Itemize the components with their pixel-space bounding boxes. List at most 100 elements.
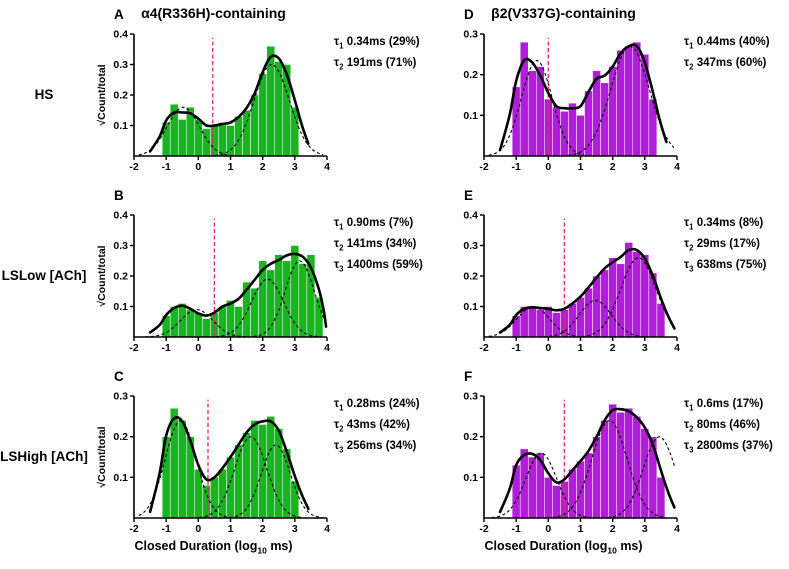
component-curve <box>215 278 320 338</box>
histogram-bar <box>169 407 179 519</box>
x-tick-label: -2 <box>129 342 138 354</box>
histogram-bar <box>584 452 593 519</box>
x-tick-label: 1 <box>578 342 584 354</box>
y-tick-label: 0.3 <box>113 59 128 71</box>
histogram-bar <box>624 45 634 157</box>
histogram-bar <box>608 66 617 157</box>
histogram-bar <box>632 416 642 519</box>
histogram-bar <box>536 309 545 338</box>
histogram-bar <box>177 420 187 519</box>
histogram-bar <box>616 263 625 338</box>
histogram-bar <box>624 242 634 338</box>
subscript: 10 <box>257 545 267 556</box>
histogram-bar <box>218 306 227 338</box>
tau-annotation: τ1 0.28ms (24%) <box>334 398 420 413</box>
x-tick-label: -1 <box>162 342 171 354</box>
tau-annotation: τ3 1400ms (59%) <box>334 258 423 274</box>
y-tick-label: 0.4 <box>463 210 478 222</box>
x-tick-label: 3 <box>292 523 298 535</box>
row-label-line: High [ACh] <box>17 448 88 464</box>
histogram-bars <box>161 45 300 157</box>
histogram-bar <box>258 73 267 157</box>
x-tick-label: 1 <box>578 523 584 535</box>
x-tick-label: 2 <box>610 161 616 173</box>
y-tick-label: 0.1 <box>463 472 478 484</box>
x-tick-label: 0 <box>545 161 551 173</box>
histogram-plot-e: 0.1 0.2 0.3 0.4 -2 -1 0 1 2 3 4 <box>463 210 680 355</box>
histogram-bar <box>568 303 577 338</box>
fit-curve <box>498 43 668 152</box>
x-tick-label: -2 <box>479 523 488 535</box>
histogram-bar <box>560 481 569 519</box>
y-tick-label: 0.3 <box>113 240 128 252</box>
y-tick-label: 0.1 <box>113 472 128 484</box>
tau-annotation: τ2 80ms (46%) <box>684 418 760 434</box>
histogram-bar <box>592 275 601 338</box>
component-curve <box>215 63 324 157</box>
x-tick-label: 0 <box>545 523 551 535</box>
histogram-bar <box>266 416 275 519</box>
y-tick-label: 0.1 <box>113 120 128 132</box>
histogram-bar <box>552 106 561 157</box>
histogram-bar <box>242 110 251 157</box>
tau-annotation: τ3 256ms (34%) <box>334 439 417 455</box>
panel-f: F 0.1 0.2 0.3 -2 -1 0 1 2 3 4 τ1 0.6ms (17%) τ2 80… <box>438 369 788 569</box>
histogram-bars <box>511 403 666 519</box>
histogram-bar <box>298 263 308 338</box>
x-tick-label: -1 <box>512 161 521 173</box>
histogram-bar <box>616 50 625 157</box>
y-tick-label: 0.2 <box>463 69 478 81</box>
histogram-bars <box>511 242 666 338</box>
tau-annotations-e: τ1 0.34ms (8%) τ2 29ms (17%) τ3 638ms (75%… <box>684 213 786 276</box>
panel-d: D 0.1 0.2 0.3 -2 -1 0 1 2 3 4 τ1 0.44ms (40%) τ2 3… <box>438 7 788 207</box>
histogram-bar <box>194 312 203 338</box>
histogram-bar <box>210 477 219 519</box>
histogram-bar <box>218 122 227 157</box>
histogram-bar <box>218 468 227 519</box>
row-label-line: HS <box>34 86 54 102</box>
x-tick-label: 4 <box>324 523 330 535</box>
panel-a: A 0.1 0.2 0.3 0.4 -2 -1 0 1 2 3 4 √Count/total τ1 0… <box>88 7 438 207</box>
histogram-bar <box>608 403 617 519</box>
histogram-bar <box>584 287 593 338</box>
histogram-bar <box>544 306 553 338</box>
histogram-bar <box>552 485 561 519</box>
histogram-bar <box>560 111 569 157</box>
column-title-alpha4: α4(R336H)-containing <box>141 5 286 21</box>
row-label-line: LS <box>0 448 18 464</box>
x-tick-label: -1 <box>512 523 521 535</box>
y-tick-label: 0.4 <box>113 210 128 222</box>
panel-letter-a: A <box>114 7 124 22</box>
x-tick-label: 3 <box>642 161 648 173</box>
histogram-bar <box>544 477 553 519</box>
y-tick-label: 0.2 <box>113 90 128 102</box>
histogram-plot-f: 0.1 0.2 0.3 -2 -1 0 1 2 3 4 <box>463 391 680 536</box>
x-tick-label: 4 <box>674 161 680 173</box>
histogram-bar <box>616 412 625 519</box>
row-label-line: LS <box>1 267 19 283</box>
histogram-bar <box>274 254 284 338</box>
x-axis-title-left: Closed Duration (log10 ms) <box>134 539 293 556</box>
y-axis-title: √Count/total <box>96 245 108 306</box>
x-tick-label: -1 <box>512 342 521 354</box>
histogram-bar <box>177 119 187 157</box>
histogram-bar <box>250 287 259 338</box>
tau-annotations-b: τ1 0.90ms (7%) τ2 141ms (34%) τ3 1400ms (5… <box>334 213 436 276</box>
component-curve <box>543 299 647 338</box>
y-tick-label: 0.3 <box>113 391 128 403</box>
row-label-hs: HS <box>0 20 88 170</box>
column-title-beta2: β2(V337G)-containing <box>491 5 636 21</box>
x-tick-label: -1 <box>162 161 171 173</box>
x-tick-label: 4 <box>674 342 680 354</box>
histogram-bar <box>527 456 537 519</box>
histogram-bar <box>282 260 292 338</box>
component-curve <box>199 436 303 519</box>
row-label-line: Low [ACh] <box>18 267 87 283</box>
x-tick-label: 4 <box>324 342 330 354</box>
histogram-bar <box>608 257 617 338</box>
y-tick-label: 0.2 <box>113 431 128 443</box>
x-tick-label: 0 <box>195 342 201 354</box>
panel-letter-d: D <box>464 7 474 22</box>
tau-annotation: τ1 0.44ms (40%) <box>684 36 770 51</box>
